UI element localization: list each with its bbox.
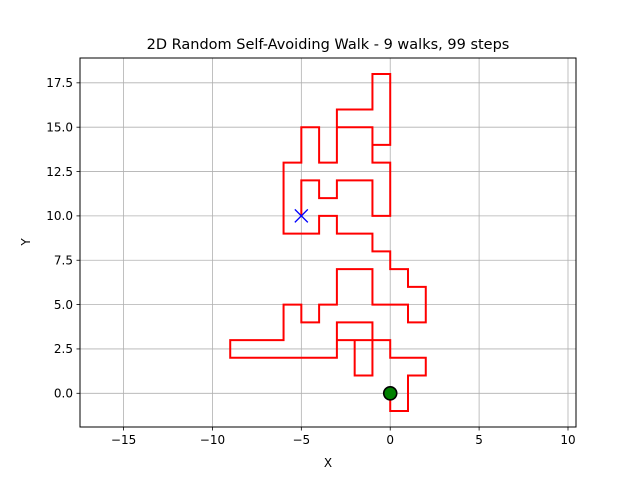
x-axis-label: X: [324, 456, 332, 470]
series-layer: [229, 72, 427, 413]
end-marker-stroke: [294, 208, 309, 223]
y-tick-label: 2.5: [54, 342, 73, 356]
y-tick-label: 10.0: [46, 209, 73, 223]
x-tick-label: −10: [200, 433, 225, 447]
y-tick-label: 0.0: [54, 387, 73, 401]
x-tick-label: −5: [292, 433, 310, 447]
y-tick-label: 5.0: [54, 298, 73, 312]
start-point-marker: [382, 385, 398, 401]
x-tick-label: 10: [560, 433, 575, 447]
y-tick-label: 7.5: [54, 254, 73, 268]
chart-title: 2D Random Self-Avoiding Walk - 9 walks, …: [147, 37, 510, 53]
y-tick-label: 12.5: [46, 165, 73, 179]
end-point-marker: [294, 208, 309, 223]
y-tick-label: 15.0: [46, 120, 73, 134]
walk-path-line: [229, 72, 427, 413]
grid-layer: [80, 58, 576, 427]
plot-frame: [79, 57, 577, 428]
tick-layer: −15 −10 −5 0 5 10 0.0 2.5 5.0 7.5 10.0 12.5 15.0 17.5: [46, 76, 575, 447]
marker-layer: [294, 208, 398, 401]
y-axis-label: Y: [19, 238, 33, 247]
y-tick-label: 17.5: [46, 76, 73, 90]
x-tick-label: −15: [111, 433, 136, 447]
x-tick-label: 5: [475, 433, 483, 447]
x-tick-label: 0: [386, 433, 394, 447]
